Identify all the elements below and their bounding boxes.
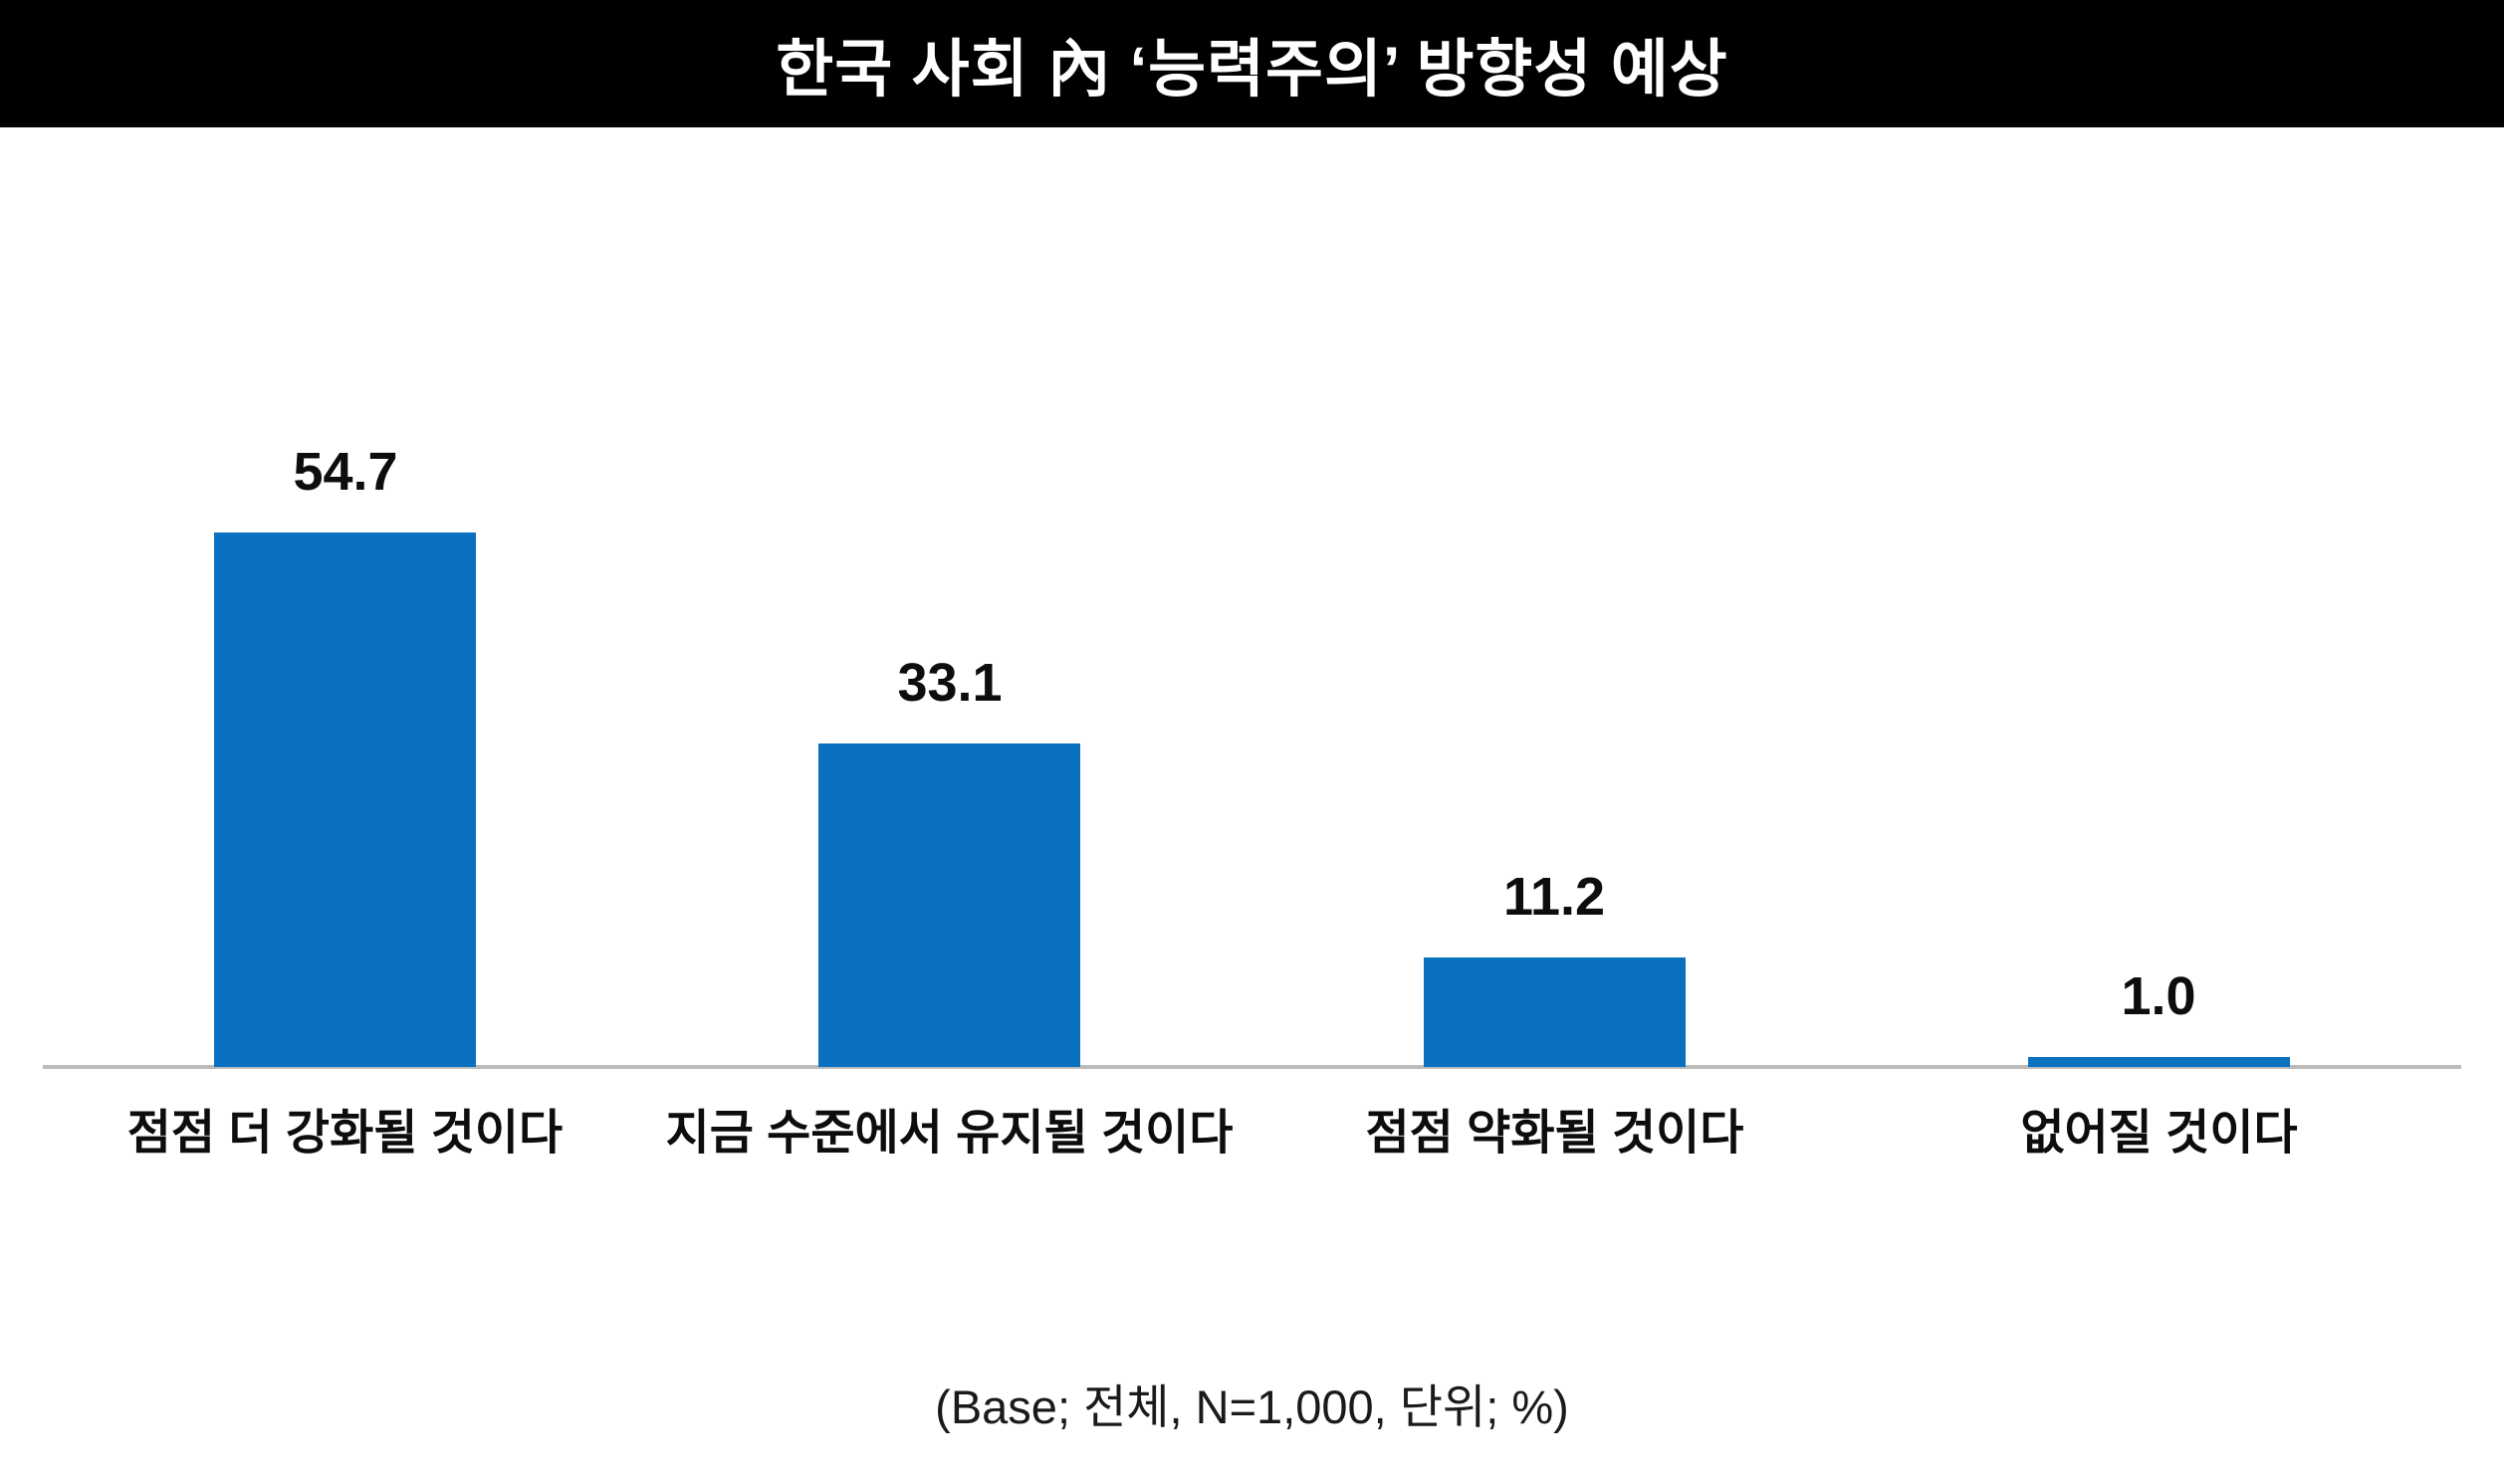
category-label: 없어질 것이다 xyxy=(2020,1107,2298,1160)
chart-title: 한국 사회 內 ‘능력주의’ 방향성 예상 xyxy=(776,34,1728,105)
bar xyxy=(1424,957,1686,1067)
title-banner: 한국 사회 內 ‘능력주의’ 방향성 예상 xyxy=(0,0,2504,127)
bar xyxy=(818,743,1080,1067)
bar-value-label: 33.1 xyxy=(897,653,1003,713)
bar xyxy=(214,532,476,1067)
category-label: 지금 수준에서 유지될 것이다 xyxy=(665,1107,1234,1160)
bar-value-label: 1.0 xyxy=(2121,966,2196,1026)
bar-value-label: 11.2 xyxy=(1502,867,1606,927)
base-note: (Base; 전체, N=1,000, 단위; %) xyxy=(935,1380,1569,1433)
x-axis-line xyxy=(43,1065,2461,1069)
category-label: 점점 더 강화될 것이다 xyxy=(126,1107,564,1160)
bar-value-label: 54.7 xyxy=(293,442,398,502)
bar xyxy=(2028,1057,2290,1067)
category-label: 점점 약화될 것이다 xyxy=(1365,1107,1744,1160)
